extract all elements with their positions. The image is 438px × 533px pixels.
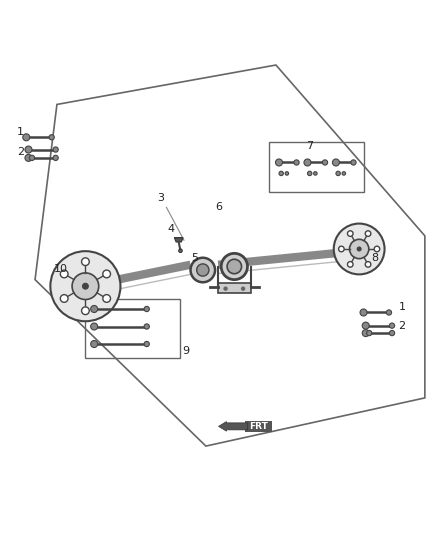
Circle shape [362,322,369,329]
Circle shape [386,310,392,315]
Text: 5: 5 [191,253,198,263]
Circle shape [334,223,385,274]
Text: 6: 6 [215,203,223,213]
Circle shape [23,134,30,141]
Circle shape [367,330,372,336]
Circle shape [347,231,353,236]
Circle shape [144,324,149,329]
Circle shape [365,231,371,236]
Circle shape [339,246,344,252]
Bar [85,300,180,359]
Circle shape [191,258,215,282]
Circle shape [342,172,346,175]
Circle shape [279,171,283,175]
Circle shape [29,155,35,160]
Circle shape [241,286,245,291]
Bar [269,142,364,192]
Circle shape [197,264,209,276]
Text: 8: 8 [371,253,378,263]
Text: 2: 2 [17,147,24,157]
Circle shape [60,295,68,302]
FancyArrow shape [219,422,247,431]
Circle shape [304,159,311,166]
Circle shape [60,270,68,278]
Circle shape [285,172,289,175]
Circle shape [374,246,380,252]
Circle shape [144,306,149,312]
Circle shape [336,171,340,175]
Circle shape [25,146,32,153]
Circle shape [227,259,242,274]
Circle shape [294,160,299,165]
Circle shape [144,342,149,346]
Circle shape [223,286,228,291]
Circle shape [322,160,328,165]
Circle shape [25,155,32,161]
Circle shape [350,239,369,259]
Circle shape [103,295,110,302]
Circle shape [53,147,58,152]
Text: 3: 3 [157,193,164,203]
Circle shape [103,270,110,278]
Circle shape [49,135,54,140]
Text: 4: 4 [168,224,175,235]
Text: 9: 9 [182,346,189,356]
Circle shape [351,160,356,165]
Circle shape [82,282,89,290]
Circle shape [360,309,367,316]
Circle shape [81,307,89,314]
Circle shape [91,323,98,330]
Circle shape [91,341,98,348]
Text: 7: 7 [306,141,313,151]
Circle shape [179,249,182,253]
Text: 1: 1 [399,302,406,312]
Circle shape [91,305,98,312]
Bar [218,284,251,293]
Circle shape [314,172,317,175]
Text: FRT: FRT [249,422,268,431]
Polygon shape [174,238,183,242]
Text: 10: 10 [53,264,67,274]
Circle shape [81,258,89,265]
Circle shape [53,155,58,160]
Bar [245,421,272,432]
Circle shape [357,246,362,252]
Circle shape [365,262,371,267]
Circle shape [332,159,339,166]
Text: 2: 2 [399,321,406,330]
Circle shape [276,159,283,166]
Circle shape [389,323,395,328]
Circle shape [307,171,312,175]
Circle shape [389,330,395,336]
Circle shape [50,251,120,321]
Circle shape [347,262,353,267]
Circle shape [72,273,99,300]
Circle shape [362,329,369,336]
Text: 1: 1 [17,127,24,137]
Circle shape [221,253,247,280]
